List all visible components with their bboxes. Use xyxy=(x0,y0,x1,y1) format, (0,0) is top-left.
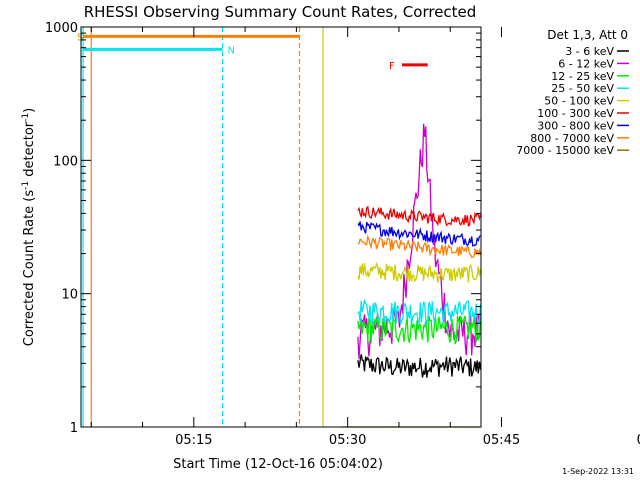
flare-label: F xyxy=(389,61,395,72)
saa-label: S xyxy=(77,32,83,43)
y-tick-label-100: 100 xyxy=(53,154,78,169)
x-axis-label: Start Time (12-Oct-16 05:04:02) xyxy=(173,457,383,472)
legend-header: Det 1,3, Att 0 xyxy=(547,28,628,42)
plot-frame xyxy=(80,26,482,428)
series-layer xyxy=(342,123,482,428)
y-axis-label: Corrected Count Rate (s-1 detector-1) xyxy=(21,108,37,346)
series-line-4 xyxy=(357,262,482,283)
y-axis-label-mid: detector xyxy=(22,121,37,181)
y-tick-label-1000: 1000 xyxy=(45,21,78,36)
x-tick-label-06:00: 06:00 xyxy=(637,433,640,448)
series-line-3 xyxy=(357,299,482,326)
legend-label-2: 12 - 25 keV xyxy=(551,70,614,83)
legend-label-6: 300 - 800 keV xyxy=(537,119,614,132)
marker-layer xyxy=(82,27,324,427)
legend-label-4: 50 - 100 keV xyxy=(544,95,614,108)
y-axis-label-sup1: -1 xyxy=(21,181,31,190)
series-line-2 xyxy=(357,315,482,345)
series-line-7 xyxy=(357,234,482,258)
footer-date: 1-Sep-2022 13:31 xyxy=(562,467,634,476)
series-line-0 xyxy=(357,354,482,378)
legend-label-1: 6 - 12 keV xyxy=(558,57,614,70)
y-tick-label-1: 1 xyxy=(70,421,78,436)
x-tick-label-05:15: 05:15 xyxy=(175,433,212,448)
y-tick-label-10: 10 xyxy=(61,288,78,303)
x-tick-label-05:30: 05:30 xyxy=(329,433,366,448)
legend-label-5: 100 - 300 keV xyxy=(537,107,614,120)
y-axis-label-end: ) xyxy=(22,108,37,113)
legend-label-0: 3 - 6 keV xyxy=(565,45,614,58)
chart-title: RHESSI Observing Summary Count Rates, Co… xyxy=(84,3,477,21)
y-axis-label-sup2: -1 xyxy=(21,113,31,122)
series-line-5 xyxy=(357,205,482,227)
series-line-6 xyxy=(357,221,481,247)
annotation-layer: S N F xyxy=(77,32,428,72)
night-label: N xyxy=(228,45,235,56)
x-tick-label-05:45: 05:45 xyxy=(483,433,520,448)
y-axis-label-main: Corrected Count Rate (s xyxy=(22,190,37,347)
legend-label-3: 25 - 50 keV xyxy=(551,82,614,95)
legend-label-7: 800 - 7000 keV xyxy=(530,132,614,145)
legend-label-8: 7000 - 15000 keV xyxy=(516,144,614,157)
